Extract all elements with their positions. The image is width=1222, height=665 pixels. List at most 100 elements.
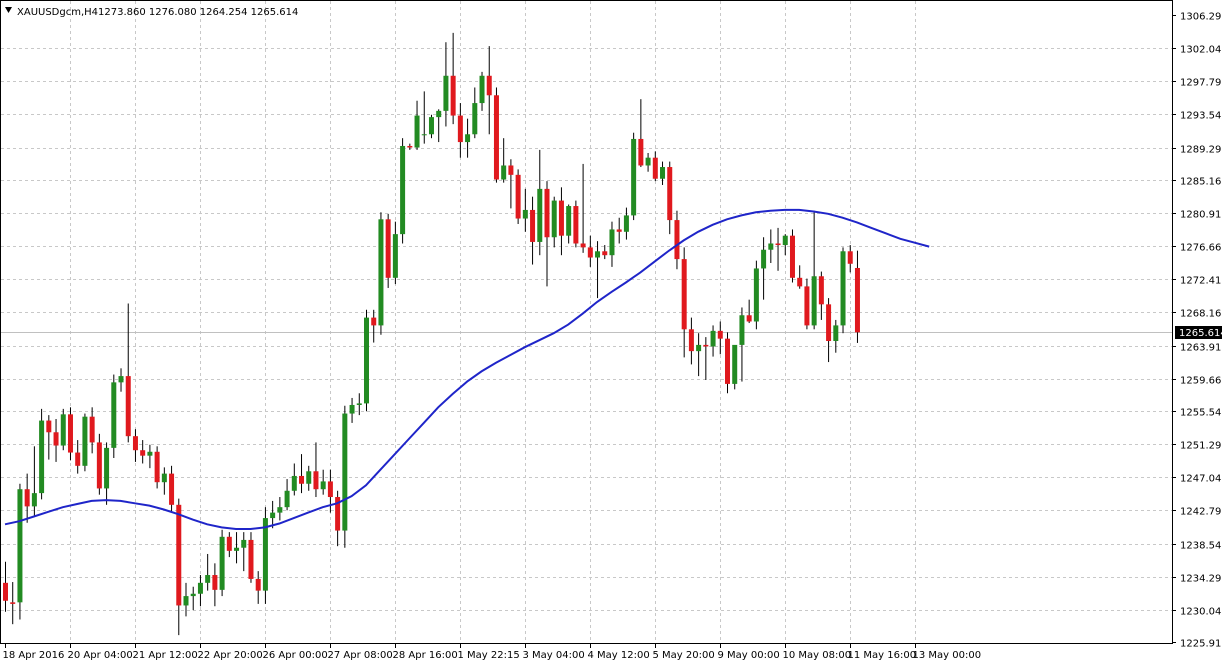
candle: [190, 586, 196, 611]
candle: [392, 221, 398, 285]
candle-body-bear: [717, 330, 723, 339]
y-tick-label: 1289.290: [1180, 145, 1222, 156]
candle-body-bear: [493, 95, 499, 180]
candle: [183, 582, 189, 617]
candle: [205, 553, 211, 591]
x-tick-label: 13 May 00:00: [913, 650, 982, 661]
candle-body-bear: [457, 115, 463, 143]
candle: [407, 143, 413, 150]
candle-body-bull: [400, 145, 406, 235]
candle: [60, 408, 66, 451]
candle-body-bull: [732, 344, 738, 384]
candle: [652, 151, 658, 182]
candle: [154, 446, 160, 489]
candle-body-bear: [674, 220, 680, 260]
moving-average-line: [4, 208, 930, 530]
candle-body-bull: [609, 229, 615, 256]
y-tick-label: 1234.290: [1180, 574, 1222, 585]
candle-body-bull: [753, 268, 759, 322]
candle: [400, 138, 406, 244]
candle: [840, 247, 846, 334]
candle: [782, 234, 788, 256]
candle: [660, 161, 666, 185]
candle-body-bear: [746, 315, 752, 322]
y-tick-label: 1285.165: [1180, 177, 1222, 188]
candle-body-bull: [428, 117, 434, 135]
candle-body-bull: [219, 536, 225, 590]
candle: [717, 321, 723, 355]
candle-body-bear: [688, 329, 694, 352]
candle-body-bull: [465, 134, 471, 143]
candle: [356, 393, 362, 416]
candle: [161, 467, 167, 495]
candle-body-bear: [703, 344, 709, 347]
y-tick-label: 1259.665: [1180, 376, 1222, 387]
candle: [501, 138, 507, 183]
x-tick-label: 18 Apr 2016: [3, 650, 65, 661]
candle-body-bear: [154, 451, 160, 483]
candle-body-bull: [39, 420, 45, 494]
candle: [241, 532, 247, 572]
candle: [457, 103, 463, 158]
candle: [335, 490, 341, 547]
candle: [255, 571, 261, 604]
candle: [147, 444, 153, 469]
candle: [732, 344, 738, 390]
candle: [421, 91, 427, 144]
price-axis[interactable]: 1306.290 1302.040 1297.790 1293.540 1289.290…: [1172, 12, 1222, 650]
candle: [847, 245, 853, 273]
y-tick-label: 1263.915: [1180, 343, 1222, 354]
candle: [277, 497, 283, 521]
candle: [82, 413, 88, 472]
candle: [573, 200, 579, 248]
candle: [789, 229, 795, 283]
y-tick-label: 1297.790: [1180, 78, 1222, 89]
candle: [3, 561, 8, 612]
x-tick-label: 4 May 12:00: [588, 650, 650, 661]
candle-body-bull: [306, 471, 312, 484]
candle-body-bear: [248, 539, 254, 579]
candle-body-bull: [17, 489, 23, 603]
candle: [551, 196, 557, 248]
candle: [688, 317, 694, 365]
x-tick-label: 22 Apr 20:00: [198, 650, 263, 661]
chart-dropdown-icon[interactable]: [5, 7, 12, 13]
candle-body-bear: [486, 75, 492, 96]
candle-body-bull: [320, 481, 326, 490]
candle-body-bull: [190, 593, 196, 597]
candle-body-bear: [371, 317, 377, 326]
candle-body-bull: [270, 512, 276, 519]
candle-body-bull: [566, 206, 572, 236]
candle-body-bear: [255, 578, 261, 591]
candle-body-bear: [652, 157, 658, 179]
x-tick-label: 28 Apr 16:00: [393, 650, 458, 661]
candle-body-bear: [667, 167, 673, 221]
candle-body-bull: [60, 414, 66, 446]
time-axis[interactable]: 18 Apr 2016 20 Apr 04:00 21 Apr 12:00 22 Ap…: [3, 643, 982, 661]
candle-body-bull: [104, 447, 110, 489]
candle-body-bear: [212, 575, 218, 590]
candle-body-bull: [291, 475, 297, 491]
candle-body-bear: [3, 582, 8, 601]
candle: [313, 442, 319, 498]
y-tick-label: 1251.290: [1180, 441, 1222, 452]
candle-body-bear: [125, 376, 131, 437]
candle: [111, 374, 117, 459]
candle-body-bull: [118, 376, 124, 383]
candle: [746, 299, 752, 324]
candle: [508, 159, 514, 209]
candle-body-bear: [789, 235, 795, 278]
symbol-title: XAUUSDgcm,H4: [17, 7, 98, 18]
candle: [414, 100, 420, 150]
candle: [291, 463, 297, 496]
candle-body-bull: [262, 518, 268, 591]
candle-body-bull: [479, 75, 485, 104]
candle-body-bear: [573, 206, 579, 244]
candle-body-bear: [67, 414, 73, 453]
y-tick-label: 1306.290: [1180, 12, 1222, 23]
candle: [320, 469, 326, 495]
candle-body-bear: [580, 243, 586, 248]
candle: [378, 212, 384, 335]
x-tick-label: 5 May 20:00: [653, 650, 715, 661]
